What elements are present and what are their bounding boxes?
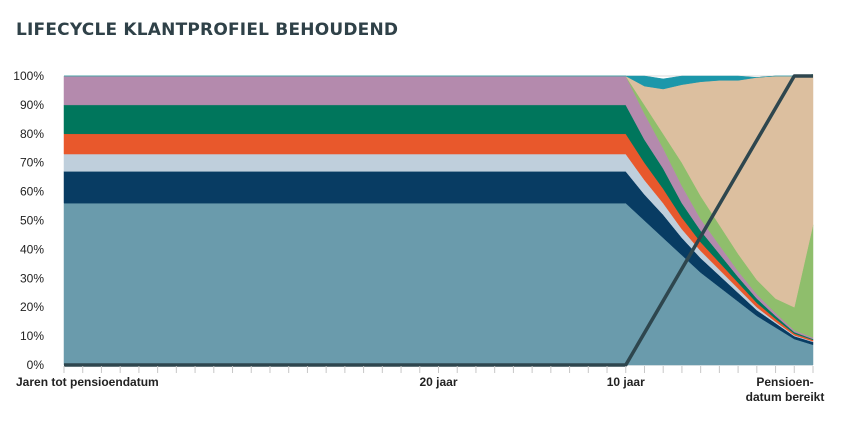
y-tick-label: 0% — [27, 358, 45, 372]
x-tick-label: 10 jaar — [607, 375, 645, 389]
y-tick-label: 40% — [20, 242, 44, 256]
chart-title: LIFECYCLE KLANTPROFIEL BEHOUDEND — [16, 20, 399, 40]
glide-path-line — [64, 74, 813, 367]
x-tick-label: Jaren tot pensioendatum — [16, 375, 159, 389]
y-tick-label: 60% — [20, 185, 44, 199]
line-layer — [64, 74, 813, 367]
axis-layer: 0% 10% 20% 30% 40% 50% 60% 70% 80% 90% 100% Jaren t… — [13, 69, 824, 404]
x-tick-label: Pensioen-datum bereikt — [746, 375, 825, 404]
y-tick-label: 100% — [13, 69, 44, 83]
y-tick-label: 20% — [20, 300, 44, 314]
y-tick-label: 90% — [20, 98, 44, 112]
y-tick-label: 50% — [20, 214, 44, 228]
y-tick-label: 70% — [20, 156, 44, 170]
y-tick-label: 10% — [20, 329, 44, 343]
area-layer — [63, 74, 814, 366]
y-tick-label: 30% — [20, 271, 44, 285]
y-tick-label: 80% — [20, 127, 44, 141]
x-tick-label: 20 jaar — [419, 375, 457, 389]
